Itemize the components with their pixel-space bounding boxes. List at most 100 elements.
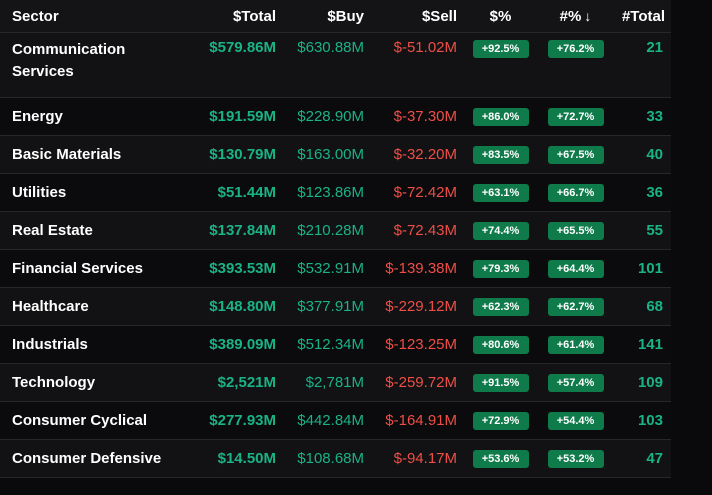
percent-badge: +76.2% xyxy=(547,40,604,58)
dollar-percent-cell: +91.5% xyxy=(463,363,538,402)
percent-badge: +53.2% xyxy=(547,450,604,468)
column-header-label: $Total xyxy=(232,7,276,25)
count-percent-cell: +61.4% xyxy=(538,325,613,364)
dollar-percent-cell: +83.5% xyxy=(463,135,538,174)
table-row[interactable]: Utilities $51.44M $123.86M $-72.42M +63.1% +6… xyxy=(0,173,671,212)
count-percent-cell: +66.7% xyxy=(538,173,613,212)
sector-cell: Healthcare xyxy=(0,287,172,326)
sector-cell: Industrials xyxy=(0,325,172,364)
count-total-cell: 33 xyxy=(613,97,671,136)
sell-cell: $-139.38M xyxy=(370,249,463,288)
column-header-count-percent[interactable]: #% ↓ xyxy=(538,0,613,33)
percent-badge: +54.4% xyxy=(547,412,604,430)
table-row[interactable]: Basic Materials $130.79M $163.00M $-32.20M +… xyxy=(0,135,671,174)
buy-cell: $630.88M xyxy=(282,32,370,98)
column-header-sell[interactable]: $Sell xyxy=(370,0,463,33)
count-total-cell: 40 xyxy=(613,135,671,174)
sell-cell: $-37.30M xyxy=(370,97,463,136)
table-row[interactable]: Consumer Cyclical $277.93M $442.84M $-164.9… xyxy=(0,401,671,440)
dollar-percent-cell: +79.3% xyxy=(463,249,538,288)
sector-cell: Basic Materials xyxy=(0,135,172,174)
percent-badge: +64.4% xyxy=(547,260,604,278)
count-percent-cell: +65.5% xyxy=(538,211,613,250)
total-cell: $579.86M xyxy=(172,32,282,98)
sell-cell: $-259.72M xyxy=(370,363,463,402)
percent-badge: +72.7% xyxy=(547,108,604,126)
table-row[interactable]: Industrials $389.09M $512.34M $-123.25M +80.… xyxy=(0,325,671,364)
buy-cell: $210.28M xyxy=(282,211,370,250)
column-header-label: Sector xyxy=(12,7,59,25)
table-body: Communication Services $579.86M $630.88M $-… xyxy=(0,32,671,478)
column-header-buy[interactable]: $Buy xyxy=(282,0,370,33)
table-row[interactable]: Technology $2,521M $2,781M $-259.72M +91.5% +… xyxy=(0,363,671,402)
sell-cell: $-164.91M xyxy=(370,401,463,440)
column-header-label: #Total xyxy=(621,7,665,25)
percent-badge: +83.5% xyxy=(472,146,529,164)
sell-cell: $-51.02M xyxy=(370,32,463,98)
buy-cell: $163.00M xyxy=(282,135,370,174)
column-header-count-total[interactable]: #Total xyxy=(613,0,671,33)
sector-cell: Energy xyxy=(0,97,172,136)
column-header-label: #% xyxy=(559,7,582,25)
total-cell: $389.09M xyxy=(172,325,282,364)
dollar-percent-cell: +62.3% xyxy=(463,287,538,326)
table-header: Sector $Total $Buy $Sell $% #% ↓ #Total xyxy=(0,0,671,33)
dollar-percent-cell: +72.9% xyxy=(463,401,538,440)
sell-cell: $-72.43M xyxy=(370,211,463,250)
count-percent-cell: +57.4% xyxy=(538,363,613,402)
percent-badge: +67.5% xyxy=(547,146,604,164)
sell-cell: $-32.20M xyxy=(370,135,463,174)
column-header-dollar-percent[interactable]: $% xyxy=(463,0,538,33)
total-cell: $51.44M xyxy=(172,173,282,212)
sector-cell: Consumer Cyclical xyxy=(0,401,172,440)
data-table: Sector $Total $Buy $Sell $% #% ↓ #Total C… xyxy=(0,0,671,478)
count-total-cell: 47 xyxy=(613,439,671,478)
percent-badge: +86.0% xyxy=(472,108,529,126)
percent-badge: +53.6% xyxy=(472,450,529,468)
column-header-total[interactable]: $Total xyxy=(172,0,282,33)
table-row[interactable]: Communication Services $579.86M $630.88M $-… xyxy=(0,32,671,98)
percent-badge: +65.5% xyxy=(547,222,604,240)
percent-badge: +91.5% xyxy=(472,374,529,392)
buy-cell: $228.90M xyxy=(282,97,370,136)
count-total-cell: 141 xyxy=(613,325,671,364)
dollar-percent-cell: +74.4% xyxy=(463,211,538,250)
count-total-cell: 103 xyxy=(613,401,671,440)
table-row[interactable]: Consumer Defensive $14.50M $108.68M $-94.17… xyxy=(0,439,671,478)
sort-descending-icon: ↓ xyxy=(584,7,592,24)
buy-cell: $532.91M xyxy=(282,249,370,288)
percent-badge: +80.6% xyxy=(472,336,529,354)
sector-cell: Financial Services xyxy=(0,249,172,288)
percent-badge: +66.7% xyxy=(547,184,604,202)
total-cell: $277.93M xyxy=(172,401,282,440)
percent-badge: +61.4% xyxy=(547,336,604,354)
dollar-percent-cell: +92.5% xyxy=(463,32,538,98)
count-percent-cell: +53.2% xyxy=(538,439,613,478)
table-row[interactable]: Financial Services $393.53M $532.91M $-139.… xyxy=(0,249,671,288)
sell-cell: $-72.42M xyxy=(370,173,463,212)
dollar-percent-cell: +53.6% xyxy=(463,439,538,478)
total-cell: $191.59M xyxy=(172,97,282,136)
percent-badge: +72.9% xyxy=(472,412,529,430)
column-header-label: $% xyxy=(489,7,512,25)
percent-badge: +63.1% xyxy=(472,184,529,202)
count-percent-cell: +76.2% xyxy=(538,32,613,98)
percent-badge: +74.4% xyxy=(472,222,529,240)
sell-cell: $-94.17M xyxy=(370,439,463,478)
table-row[interactable]: Real Estate $137.84M $210.28M $-72.43M +74.4… xyxy=(0,211,671,250)
buy-cell: $512.34M xyxy=(282,325,370,364)
count-total-cell: 109 xyxy=(613,363,671,402)
sector-cell: Real Estate xyxy=(0,211,172,250)
buy-cell: $123.86M xyxy=(282,173,370,212)
buy-cell: $108.68M xyxy=(282,439,370,478)
count-percent-cell: +67.5% xyxy=(538,135,613,174)
buy-cell: $377.91M xyxy=(282,287,370,326)
sell-cell: $-229.12M xyxy=(370,287,463,326)
sector-cell: Communication Services xyxy=(0,32,172,98)
sector-cell: Utilities xyxy=(0,173,172,212)
column-header-sector[interactable]: Sector xyxy=(0,0,172,33)
table-row[interactable]: Healthcare $148.80M $377.91M $-229.12M +62.3… xyxy=(0,287,671,326)
percent-badge: +92.5% xyxy=(472,40,529,58)
count-percent-cell: +64.4% xyxy=(538,249,613,288)
table-row[interactable]: Energy $191.59M $228.90M $-37.30M +86.0% +72.… xyxy=(0,97,671,136)
